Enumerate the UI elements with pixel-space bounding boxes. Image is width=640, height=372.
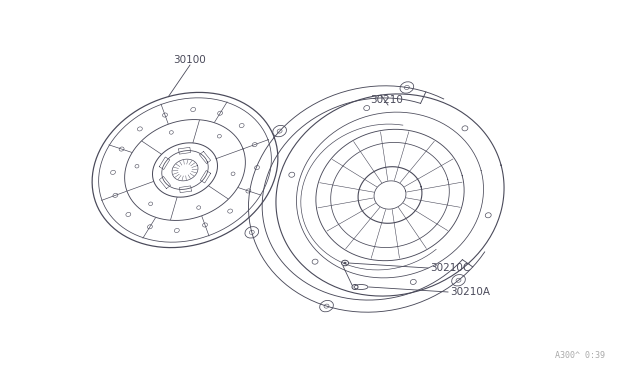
Text: 30210: 30210 (370, 95, 403, 105)
Text: 30210C: 30210C (430, 263, 470, 273)
Text: 30210A: 30210A (450, 287, 490, 297)
Text: 30100: 30100 (173, 55, 206, 65)
Text: A300^ 0:39: A300^ 0:39 (555, 350, 605, 359)
Ellipse shape (344, 262, 346, 264)
